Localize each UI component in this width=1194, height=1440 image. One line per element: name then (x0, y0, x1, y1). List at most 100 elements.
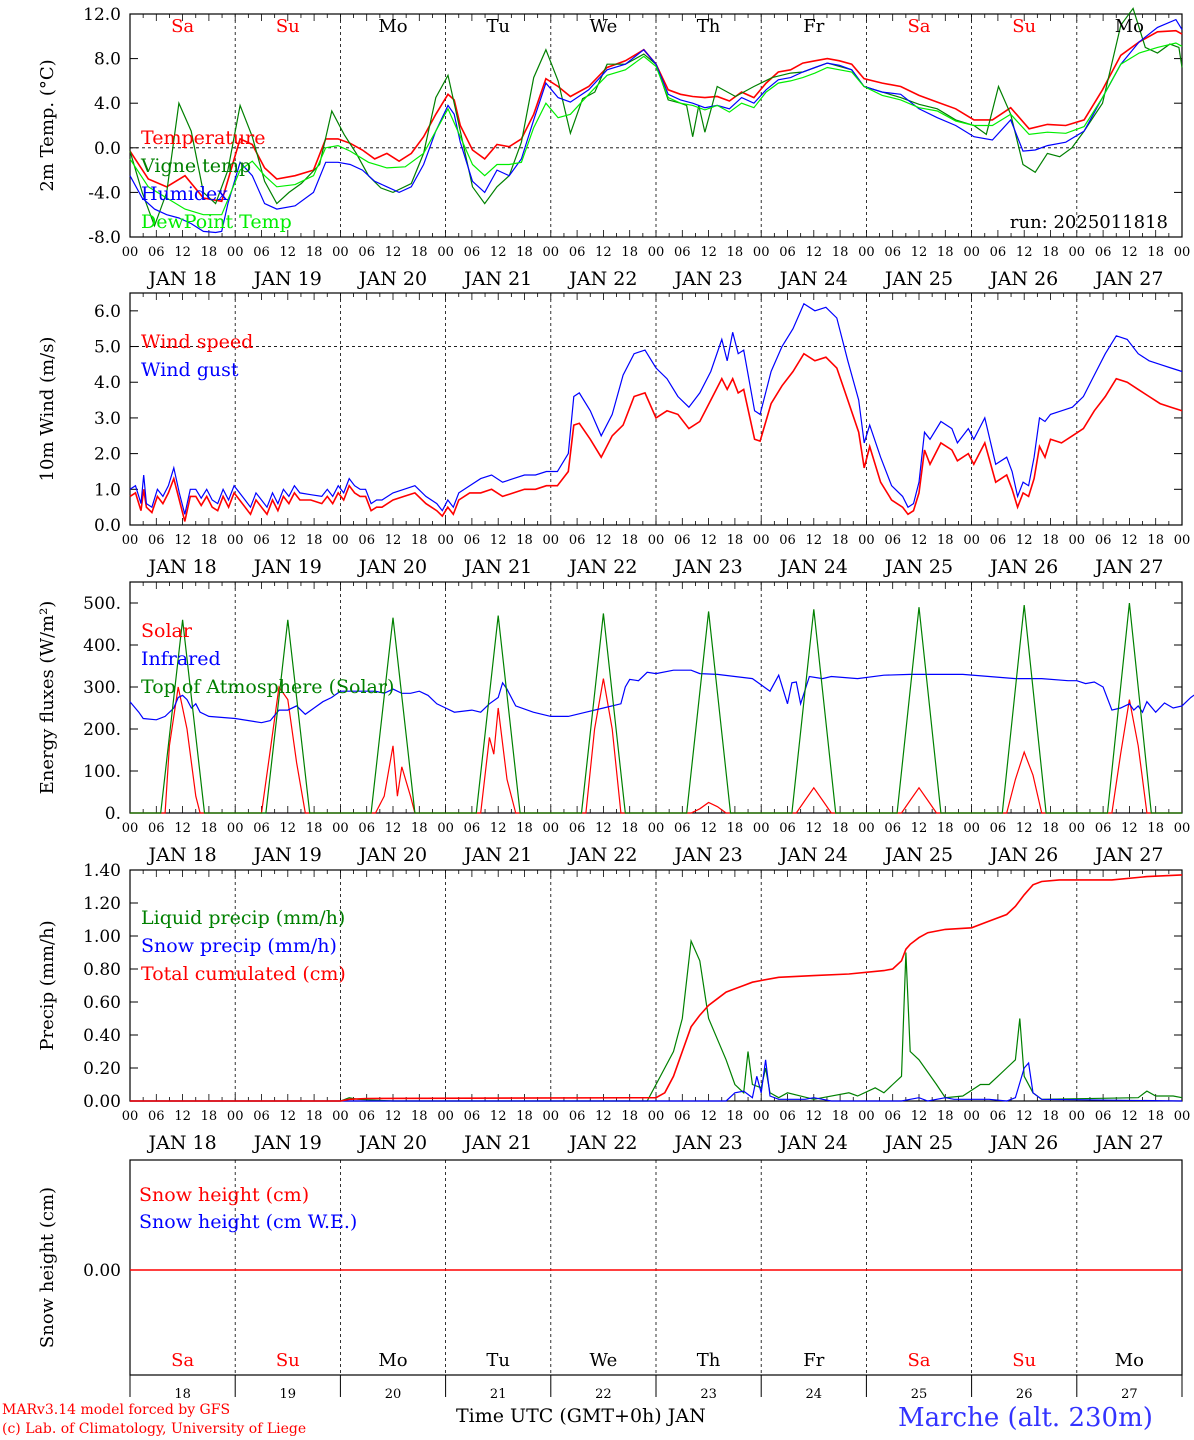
date-label: JAN 21 (462, 844, 532, 866)
day-number-label: 18 (174, 1387, 191, 1402)
hour-label: 06 (674, 245, 691, 260)
y-tick-label: 6.0 (94, 302, 121, 322)
hour-label: 12 (595, 245, 612, 260)
weekday-label-bottom: Tu (486, 1350, 510, 1371)
hour-label: 18 (1147, 821, 1164, 836)
panel-frame (129, 13, 1183, 238)
hour-label: 18 (1042, 245, 1059, 260)
hour-label: 00 (963, 1109, 980, 1124)
hour-label: 00 (122, 533, 139, 548)
legend-entry: DewPoint Temp (141, 211, 292, 233)
hour-label: 06 (779, 1109, 796, 1124)
legend-entry: Humidex (141, 183, 228, 205)
weekday-label-top: We (590, 16, 618, 37)
y-tick-label: 0. (105, 804, 121, 824)
date-label: JAN 18 (147, 268, 217, 290)
day-number-label: 19 (280, 1387, 297, 1402)
date-label: JAN 24 (778, 268, 848, 290)
hour-label: 12 (385, 1109, 402, 1124)
hour-label: 06 (253, 245, 270, 260)
hour-label: 06 (990, 533, 1007, 548)
legend-entry: Total cumulated (cm) (141, 963, 346, 985)
hour-label: 12 (806, 245, 823, 260)
panel-5 (129, 1159, 1183, 1397)
hour-label: 00 (1174, 245, 1191, 260)
hour-label: 12 (806, 1109, 823, 1124)
x-axis-title: Time UTC (GMT+0h) JAN (456, 1405, 706, 1427)
legend-entry: Solar (141, 620, 193, 642)
hour-label: 00 (437, 245, 454, 260)
date-label: JAN 22 (567, 556, 637, 578)
hour-label: 12 (174, 821, 191, 836)
date-label: JAN 26 (988, 556, 1058, 578)
hour-label: 00 (122, 245, 139, 260)
hour-label: 06 (358, 533, 375, 548)
panel-1 (129, 7, 1183, 238)
series-line-dewpoint-temp (129, 42, 1183, 216)
hour-label: 06 (674, 1109, 691, 1124)
series-line-vigne-temp (129, 7, 1183, 228)
hour-label: 18 (516, 1109, 533, 1124)
day-number-label: 22 (595, 1387, 612, 1402)
model-credit-line1: MARv3.14 model forced by GFS (2, 1402, 231, 1418)
hour-label: 12 (1016, 245, 1033, 260)
hour-label: 00 (122, 821, 139, 836)
hour-label: 06 (569, 821, 586, 836)
y-axis-label: 2m Temp. (°C) (37, 59, 58, 191)
hour-label: 18 (727, 245, 744, 260)
y-tick-label: 3.0 (94, 409, 121, 429)
hour-label: 06 (884, 533, 901, 548)
hour-label: 06 (990, 821, 1007, 836)
hour-label: 00 (543, 245, 560, 260)
hour-label: 12 (280, 821, 297, 836)
weekday-label-top: Mo (1115, 16, 1144, 37)
series-line-temperature (129, 29, 1183, 203)
legend-entry: Snow height (cm W.E.) (139, 1211, 357, 1233)
date-label: JAN 24 (778, 1132, 848, 1154)
hour-label: 18 (411, 533, 428, 548)
hour-label: 18 (832, 533, 849, 548)
hour-label: 06 (358, 821, 375, 836)
hour-label: 06 (148, 1109, 165, 1124)
hour-label: 06 (569, 245, 586, 260)
hour-label: 06 (1095, 1109, 1112, 1124)
y-tick-label: -8.0 (88, 228, 121, 248)
hour-label: 06 (990, 1109, 1007, 1124)
hour-label: 06 (1095, 245, 1112, 260)
series-line-snow-precip-mm-h- (130, 1059, 1183, 1102)
hour-label: 12 (280, 533, 297, 548)
date-label: JAN 24 (778, 556, 848, 578)
date-label: JAN 25 (883, 844, 953, 866)
y-tick-label: 400. (83, 636, 121, 656)
hour-label: 00 (648, 821, 665, 836)
legend-entry: Snow precip (mm/h) (141, 935, 337, 957)
hour-label: 18 (621, 1109, 638, 1124)
hour-label: 18 (727, 821, 744, 836)
run-label: run: 2025011818 (1010, 212, 1168, 233)
hour-label: 12 (806, 533, 823, 548)
date-label: JAN 26 (988, 844, 1058, 866)
hour-label: 00 (648, 245, 665, 260)
legend-entry: Vigne temp (140, 155, 251, 177)
hour-label: 18 (832, 821, 849, 836)
hour-label: 12 (595, 533, 612, 548)
hour-label: 00 (753, 821, 770, 836)
hour-label: 18 (201, 245, 218, 260)
hour-label: 18 (1147, 533, 1164, 548)
hour-label: 18 (411, 245, 428, 260)
hour-label: 00 (648, 533, 665, 548)
hour-label: 00 (858, 533, 875, 548)
series-line-wind-speed (129, 352, 1183, 522)
hour-label: 00 (543, 821, 560, 836)
day-number-label: 26 (1016, 1387, 1033, 1402)
hour-label: 00 (648, 1109, 665, 1124)
hour-label: 06 (464, 533, 481, 548)
hour-label: 12 (911, 245, 928, 260)
y-axis-label: Precip (mm/h) (37, 920, 58, 1050)
date-label: JAN 27 (1093, 268, 1163, 290)
hour-label: 12 (1121, 1109, 1138, 1124)
date-label: JAN 20 (357, 844, 427, 866)
day-number-label: 21 (490, 1387, 507, 1402)
hour-label: 12 (700, 245, 717, 260)
series-line-solar (130, 678, 1182, 814)
